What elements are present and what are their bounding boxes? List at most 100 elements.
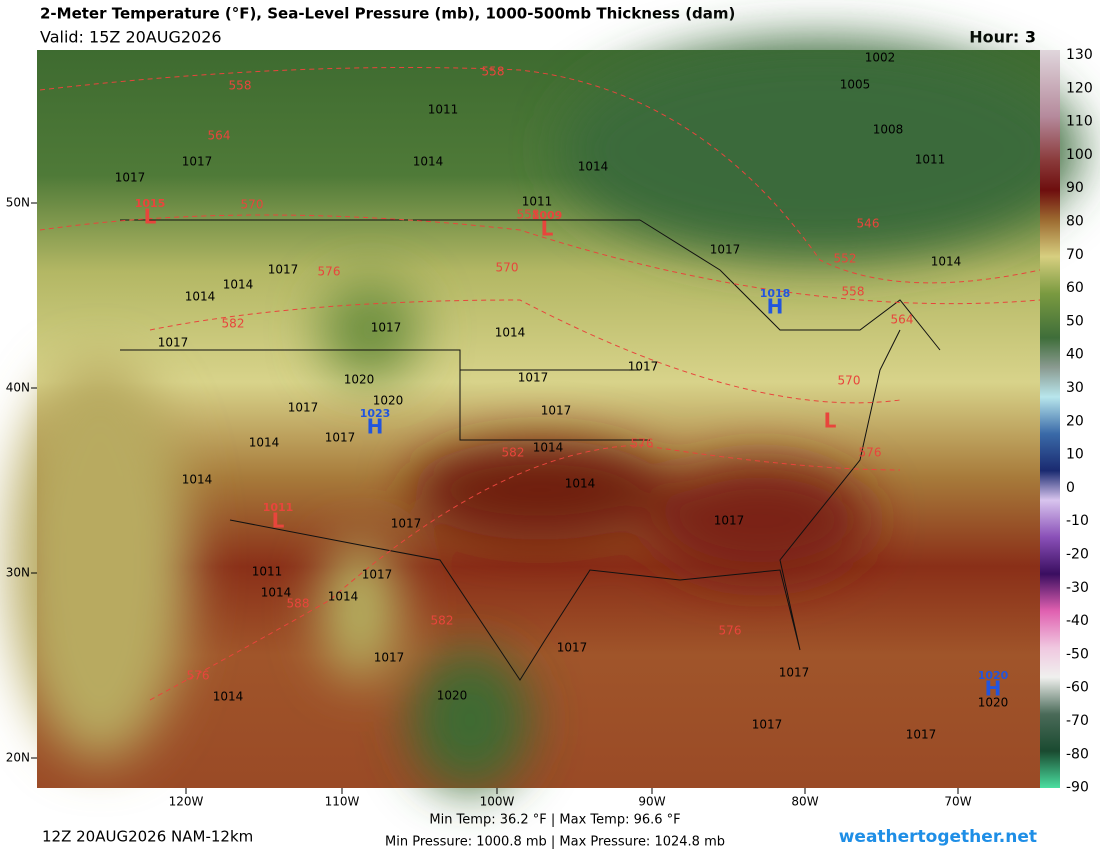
isobar-label: 1014 bbox=[578, 160, 609, 174]
thickness-label: 558 bbox=[842, 285, 865, 299]
colorbar-label: 0 bbox=[1066, 480, 1075, 496]
site-credit: weathertogether.net bbox=[839, 827, 1037, 847]
thickness-label: 558 bbox=[517, 208, 540, 222]
forecast-hour: Hour: 3 bbox=[969, 28, 1036, 47]
thickness-label: 576 bbox=[631, 437, 654, 451]
isobar-label: 1017 bbox=[541, 404, 572, 418]
isobar-label: 1017 bbox=[362, 568, 393, 582]
isobar-label: 1014 bbox=[182, 473, 213, 487]
isobar-label: 1017 bbox=[268, 263, 299, 277]
isobar-label: 1014 bbox=[213, 690, 244, 704]
isobar-label: 1017 bbox=[374, 651, 405, 665]
latitude-label: 50N bbox=[6, 196, 30, 210]
isobar-label: 1014 bbox=[249, 436, 280, 450]
pressure-center-letter: H bbox=[985, 677, 1002, 701]
model-run: 12Z 20AUG2026 NAM-12km bbox=[42, 828, 253, 846]
longitude-label: 80W bbox=[791, 795, 818, 809]
isobar-label: 1014 bbox=[413, 155, 444, 169]
colorbar-label: 40 bbox=[1066, 347, 1084, 363]
isobar-label: 1020 bbox=[437, 689, 468, 703]
isobar-label: 1017 bbox=[906, 728, 937, 742]
thickness-label: 588 bbox=[287, 597, 310, 611]
isobar-label: 1017 bbox=[714, 514, 745, 528]
borders bbox=[120, 219, 941, 681]
isobar-label: 1020 bbox=[373, 394, 404, 408]
isobar-label: 1011 bbox=[522, 195, 553, 209]
colorbar-label: -20 bbox=[1066, 547, 1089, 563]
thickness-label: 582 bbox=[431, 614, 454, 628]
temperature-range: Min Temp: 36.2 °F | Max Temp: 96.6 °F bbox=[429, 813, 680, 828]
isobar-label: 1020 bbox=[978, 696, 1009, 710]
isobar-label: 1017 bbox=[518, 371, 549, 385]
pressure-range: Min Pressure: 1000.8 mb | Max Pressure: … bbox=[385, 835, 725, 850]
pressure-center-letter: L bbox=[824, 409, 837, 433]
colorbar-label: 130 bbox=[1066, 47, 1093, 63]
thickness-label: 558 bbox=[229, 79, 252, 93]
isobar-label: 1017 bbox=[182, 155, 213, 169]
colorbar-label: 110 bbox=[1066, 114, 1093, 130]
pressure-center-value: 1023 bbox=[360, 407, 391, 420]
colorbar-label: 100 bbox=[1066, 147, 1093, 163]
colorbar-label: 50 bbox=[1066, 313, 1084, 329]
isobar-label: 1017 bbox=[752, 718, 783, 732]
isobar-label: 1014 bbox=[223, 278, 254, 292]
longitude-label: 110W bbox=[325, 795, 360, 809]
isobar-label: 1017 bbox=[391, 517, 422, 531]
colorbar-label: 120 bbox=[1066, 80, 1093, 96]
isobar-label: 1011 bbox=[252, 565, 283, 579]
colorbar-label: 10 bbox=[1066, 447, 1084, 463]
colorbar-label: 80 bbox=[1066, 214, 1084, 230]
latitude-label: 20N bbox=[6, 751, 30, 765]
thickness-label: 552 bbox=[834, 252, 857, 266]
isobar-label: 1014 bbox=[931, 255, 962, 269]
pressure-center-value: 1011 bbox=[263, 501, 294, 514]
longitude-label: 120W bbox=[169, 795, 204, 809]
colorbar-label: -80 bbox=[1066, 746, 1089, 762]
isobar-label: 1002 bbox=[865, 51, 896, 65]
colorbar-label: -10 bbox=[1066, 513, 1089, 529]
isobar-label: 1020 bbox=[344, 373, 375, 387]
isobar-label: 1011 bbox=[915, 153, 946, 167]
thickness-label: 582 bbox=[222, 317, 245, 331]
pressure-center-value: 1018 bbox=[760, 287, 791, 300]
thickness-label: 582 bbox=[502, 446, 525, 460]
isobar-label: 1005 bbox=[840, 78, 871, 92]
colorbar-label: 60 bbox=[1066, 280, 1084, 296]
isobar-label: 1011 bbox=[428, 103, 459, 117]
colorbar-label: 70 bbox=[1066, 247, 1084, 263]
colorbar-label: -50 bbox=[1066, 646, 1089, 662]
pressure-center-letter: H bbox=[367, 415, 384, 439]
thickness-label: 570 bbox=[496, 261, 519, 275]
isobar-label: 1014 bbox=[533, 441, 564, 455]
colorbar-label: 20 bbox=[1066, 413, 1084, 429]
title: 2-Meter Temperature (°F), Sea-Level Pres… bbox=[40, 5, 735, 23]
colorbar-label: -40 bbox=[1066, 613, 1089, 629]
colorbar-label: -30 bbox=[1066, 580, 1089, 596]
thickness-label: 576 bbox=[859, 446, 882, 460]
thickness-label: 576 bbox=[719, 624, 742, 638]
thickness-label: 570 bbox=[241, 198, 264, 212]
isobar-label: 1017 bbox=[325, 431, 356, 445]
isobar-label: 1014 bbox=[565, 477, 596, 491]
thickness-label: 576 bbox=[187, 669, 210, 683]
isobar-label: 1017 bbox=[158, 336, 189, 350]
pressure-center-value: 1009 bbox=[532, 209, 563, 222]
isobar-label: 1017 bbox=[779, 666, 810, 680]
isobar-label: 1017 bbox=[557, 641, 588, 655]
isobar-label: 1008 bbox=[873, 123, 904, 137]
thickness-label: 564 bbox=[891, 313, 914, 327]
latitude-label: 30N bbox=[6, 566, 30, 580]
thickness-label: 570 bbox=[838, 374, 861, 388]
isobar-label: 1014 bbox=[185, 290, 216, 304]
pressure-center-letter: H bbox=[767, 295, 784, 319]
pressure-center-value: 1020 bbox=[978, 669, 1009, 682]
isobar-label: 1014 bbox=[495, 326, 526, 340]
colorbar-label: -70 bbox=[1066, 713, 1089, 729]
pressure-center-letter: L bbox=[272, 509, 285, 533]
thickness-label: 546 bbox=[857, 217, 880, 231]
longitude-label: 100W bbox=[480, 795, 515, 809]
pressure-center-letter: L bbox=[144, 205, 157, 229]
longitude-label: 90W bbox=[638, 795, 665, 809]
